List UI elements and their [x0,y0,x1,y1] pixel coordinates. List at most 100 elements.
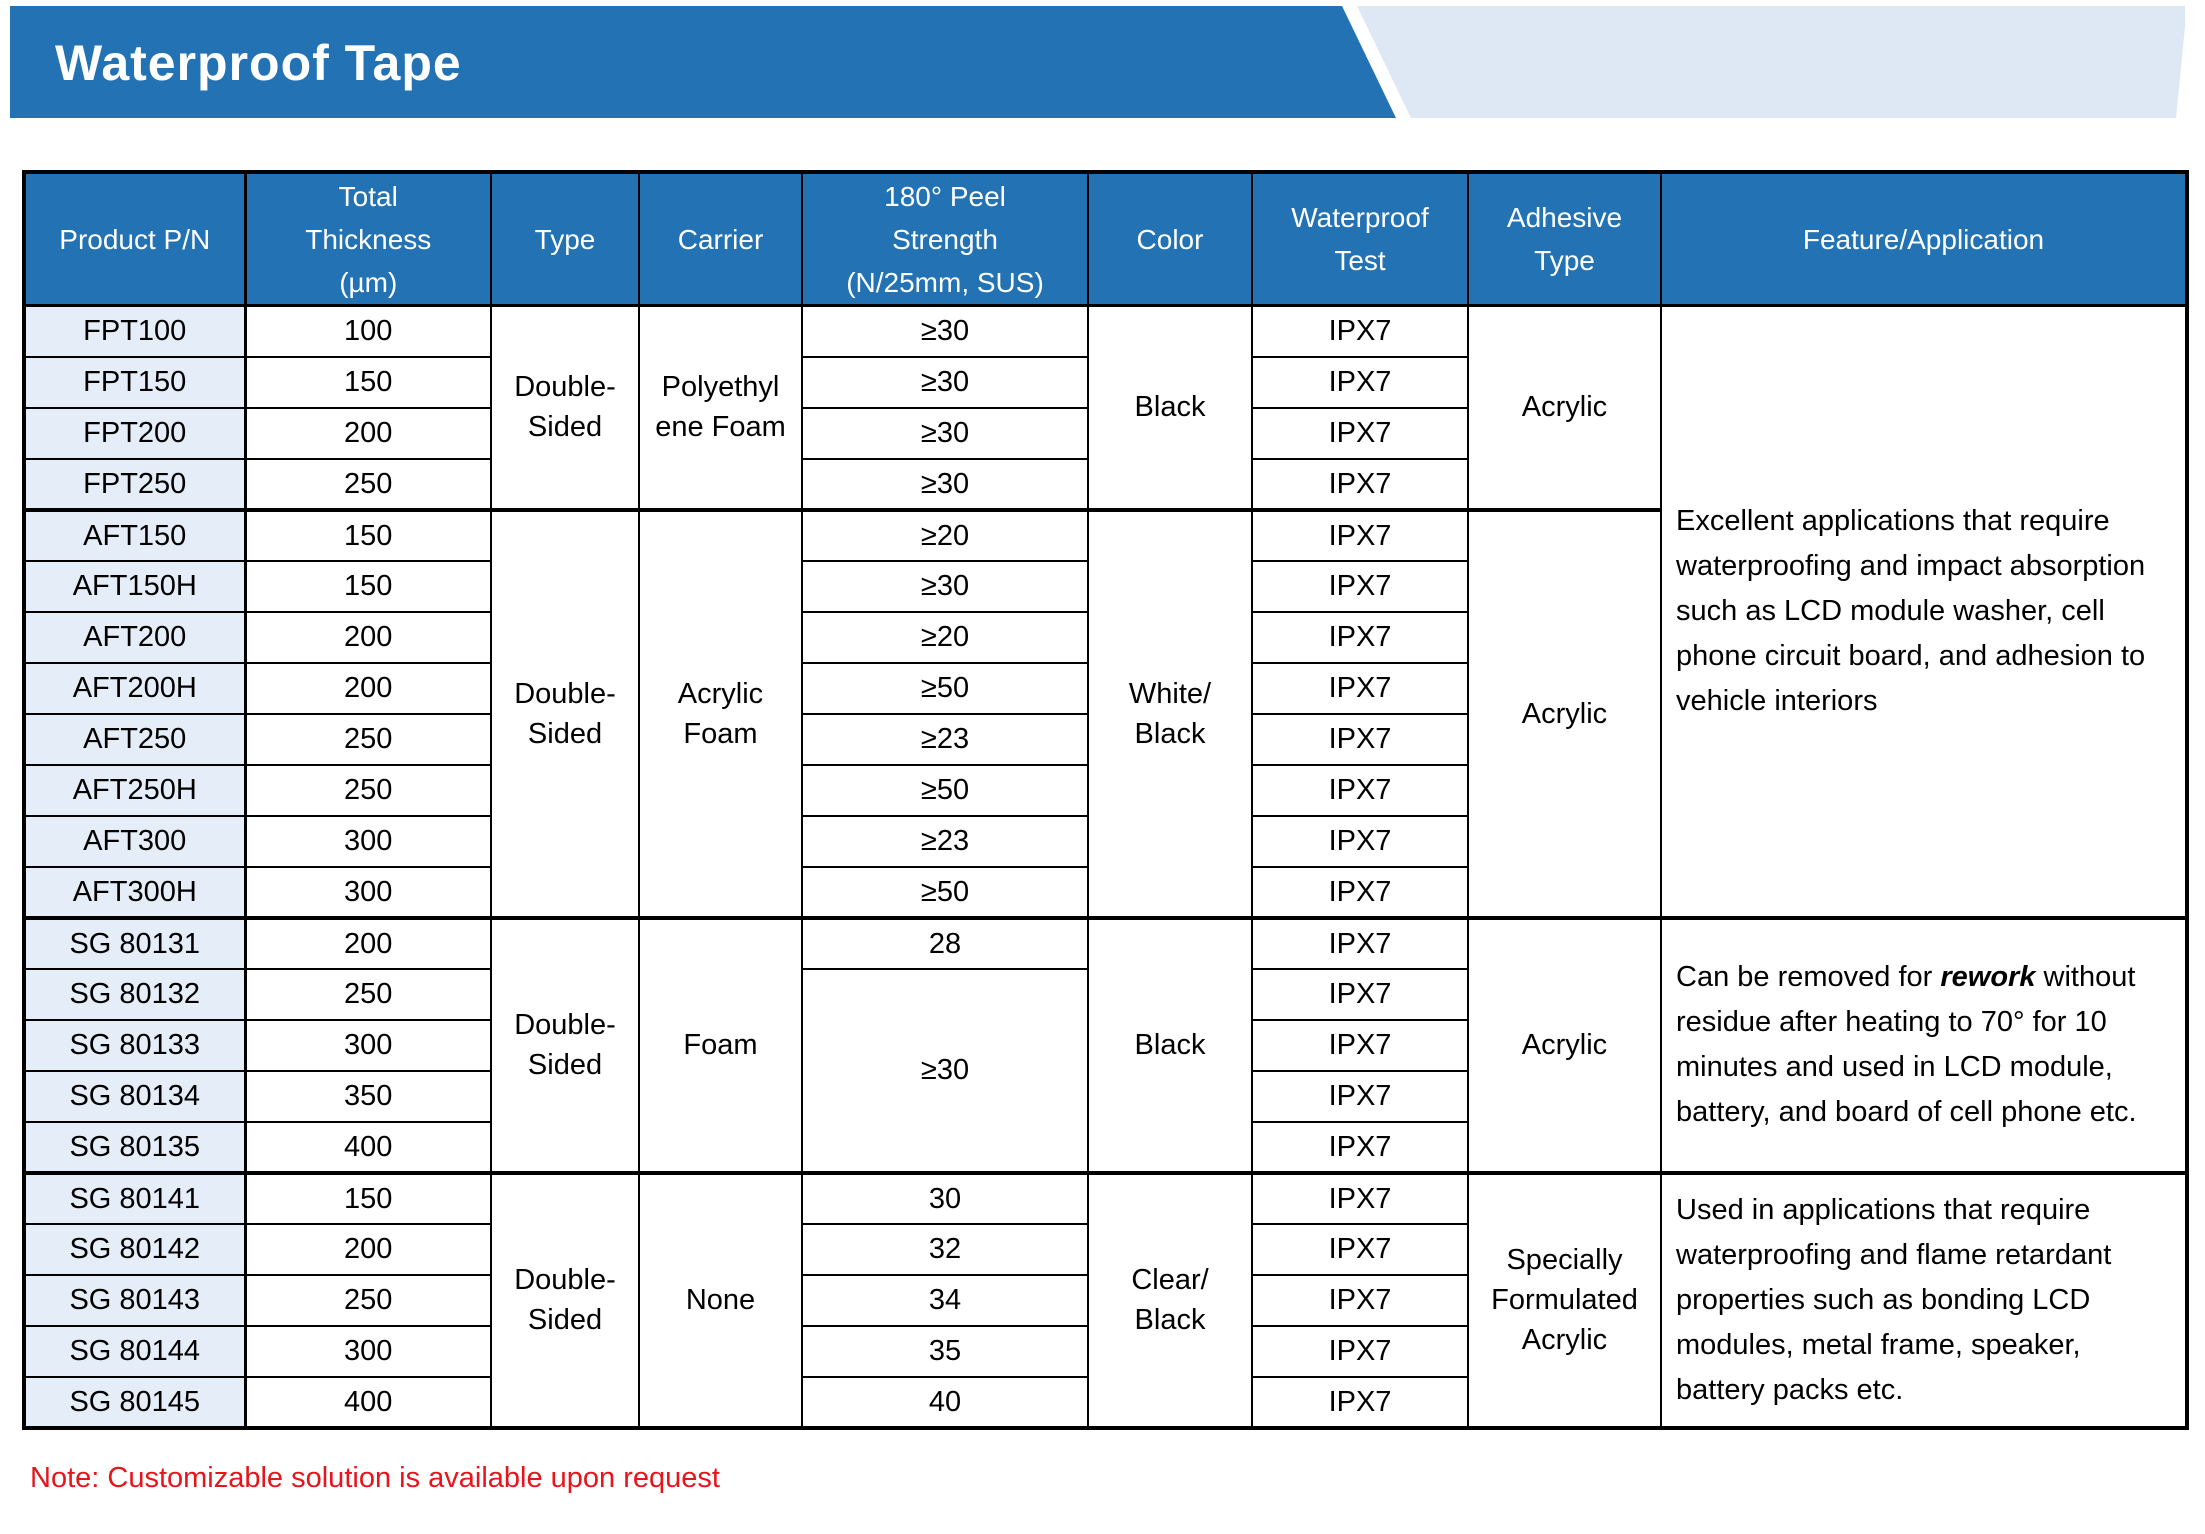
cell-test: IPX7 [1251,967,1469,1021]
cell-thickness: 400 [244,1375,492,1429]
cell-pn: SG 80142 [23,1222,247,1276]
cell-test: IPX7 [1251,507,1469,562]
footnote: Note: Customizable solution is available… [30,1461,720,1494]
cell-test: IPX7 [1251,559,1469,613]
table-row: AFT200 200 ≥20 IPX7 [23,610,2187,664]
cell-thickness: 200 [244,406,492,460]
cell-peel: ≥20 [801,610,1089,664]
cell-carrier: None [638,1170,803,1429]
cell-thickness: 250 [244,457,492,511]
cell-pn: AFT300 [23,814,247,868]
cell-test: IPX7 [1251,814,1469,868]
table-row: AFT300 300 ≥23 IPX7 [23,814,2187,868]
banner-shape [10,6,1396,118]
table-row: AFT150 150 Double- Sided Acrylic Foam ≥20 Whi… [23,507,2187,919]
cell-peel: ≥30 [801,304,1089,358]
cell-peel: ≥30 [801,457,1089,511]
cell-thickness: 300 [244,814,492,868]
cell-test: IPX7 [1251,610,1469,664]
cell-test: IPX7 [1251,355,1469,409]
cell-pn: FPT150 [23,355,247,409]
cell-peel: 40 [801,1375,1089,1429]
table-header-row: Product P/N Total Thickness (µm) Type Carri… [23,170,2188,307]
cell-thickness: 150 [244,559,492,613]
cell-thickness: 300 [244,865,492,919]
cell-test: IPX7 [1251,1018,1469,1072]
cell-pn: SG 80131 [23,915,247,970]
column-header-feature: Feature/Application [1660,170,2188,307]
cell-peel: ≥20 [801,507,1089,562]
cell-peel: ≥30 [801,967,1089,1174]
cell-peel: 28 [801,915,1089,970]
cell-peel: 35 [801,1324,1089,1378]
cell-adhesive: Acrylic [1467,507,1662,919]
cell-thickness: 250 [244,712,492,766]
cell-feature: Excellent applications that require wate… [1660,304,2188,919]
cell-pn: FPT250 [23,457,247,511]
table-row: FPT250 250 ≥30 IPX7 [23,457,2187,511]
cell-test: IPX7 [1251,406,1469,460]
feature-text: without residue after heating to 70° for… [1676,961,2137,1128]
cell-peel: ≥50 [801,661,1089,715]
cell-color: Black [1087,304,1253,511]
feature-text: Used in applications that require waterp… [1676,1193,2112,1406]
cell-test: IPX7 [1251,865,1469,919]
table-row: SG 80142 200 32 IPX7 [23,1222,2187,1276]
feature-text: Excellent applications that require wate… [1676,504,2146,717]
cell-test: IPX7 [1251,304,1469,358]
page-title: Waterproof Tape [55,35,462,91]
table-row: AFT250 250 ≥23 IPX7 [23,712,2187,766]
column-header-test: Waterproof Test [1251,170,1469,307]
cell-pn: SG 80133 [23,1018,247,1072]
cell-thickness: 350 [244,1069,492,1123]
cell-test: IPX7 [1251,457,1469,511]
cell-peel: ≥30 [801,406,1089,460]
column-header-peel: 180° Peel Strength (N/25mm, SUS) [801,170,1089,307]
table-row: SG 80144 300 35 IPX7 [23,1324,2187,1378]
cell-color: White/ Black [1087,507,1253,919]
cell-test: IPX7 [1251,1273,1469,1327]
table-row: SG 80131 200 Double- Sided Foam 28 Black IPX7 A… [23,915,2188,1174]
cell-thickness: 250 [244,1273,492,1327]
cell-carrier: Polyethyl ene Foam [638,304,803,511]
table-row: SG 80132 250 ≥30 IPX7 [23,967,2187,1174]
table-row: FPT150 150 ≥30 IPX7 [23,355,2187,409]
cell-adhesive: Acrylic [1467,915,1662,1174]
cell-pn: SG 80144 [23,1324,247,1378]
cell-test: IPX7 [1251,1324,1469,1378]
table-row: SG 80143 250 34 IPX7 [23,1273,2187,1327]
page-banner: Waterproof Tape [10,6,2185,118]
cell-feature: Used in applications that require waterp… [1660,1170,2188,1429]
cell-color: Black [1087,915,1253,1174]
cell-pn: FPT100 [23,304,247,358]
cell-thickness: 250 [244,967,492,1021]
cell-color: Clear/ Black [1087,1170,1253,1429]
cell-thickness: 200 [244,1222,492,1276]
cell-thickness: 300 [244,1018,492,1072]
column-header-thickness: Total Thickness (µm) [244,170,492,307]
cell-test: IPX7 [1251,763,1469,817]
table-body: FPT100 100 Double- Sided Polyethyl ene Foam… [23,304,2188,1429]
column-header-pn: Product P/N [23,170,247,307]
cell-test: IPX7 [1251,1222,1469,1276]
cell-type: Double- Sided [490,304,640,511]
table-row: SG 80135 400 IPX7 [23,1120,2187,1174]
cell-peel: 34 [801,1273,1089,1327]
cell-thickness: 150 [244,1170,492,1225]
cell-pn: AFT150 [23,507,247,562]
cell-thickness: 200 [244,661,492,715]
banner-accent-shape [1357,6,2185,118]
cell-peel: ≥50 [801,763,1089,817]
cell-pn: FPT200 [23,406,247,460]
cell-peel: 30 [801,1170,1089,1225]
cell-test: IPX7 [1251,915,1469,970]
table-row: SG 80141 150 Double- Sided None 30 Clear/ Bla… [23,1170,2188,1429]
cell-test: IPX7 [1251,1170,1469,1225]
cell-adhesive: Specially Formulated Acrylic [1467,1170,1662,1429]
cell-pn: SG 80132 [23,967,247,1021]
cell-type: Double- Sided [490,915,640,1174]
cell-peel: 32 [801,1222,1089,1276]
cell-carrier: Foam [638,915,803,1174]
feature-text: Can be removed for [1676,961,1941,993]
cell-pn: SG 80135 [23,1120,247,1174]
